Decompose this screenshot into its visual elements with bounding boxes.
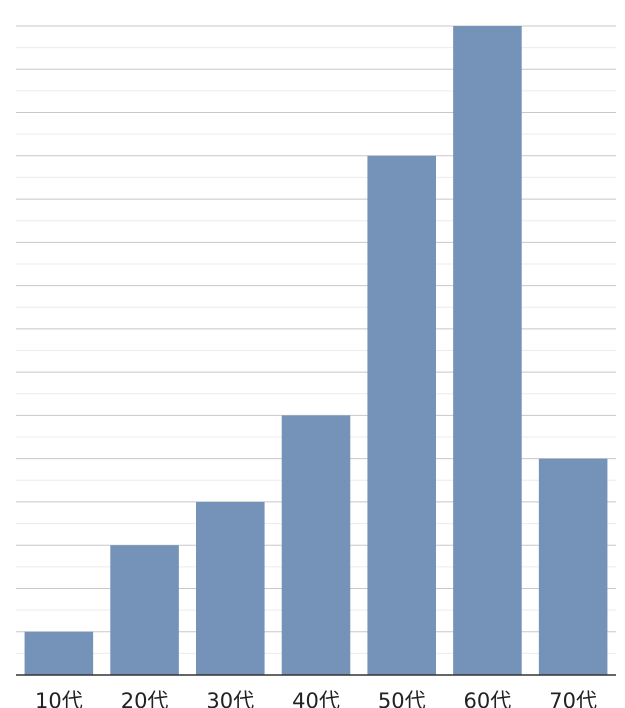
x-tick-label: 10代 <box>35 689 83 708</box>
x-tick-label: 70代 <box>549 689 597 708</box>
x-tick-label: 50代 <box>378 689 426 708</box>
bar <box>453 26 522 675</box>
x-tick-label: 20代 <box>121 689 169 708</box>
x-tick-label: 60代 <box>464 689 512 708</box>
x-tick-label: 30代 <box>206 689 254 708</box>
bar <box>367 155 436 676</box>
x-tick-label: 40代 <box>292 689 340 708</box>
bar <box>281 415 351 675</box>
bar <box>538 458 608 675</box>
bar <box>110 545 179 675</box>
bar <box>24 631 94 675</box>
bar <box>196 501 265 675</box>
